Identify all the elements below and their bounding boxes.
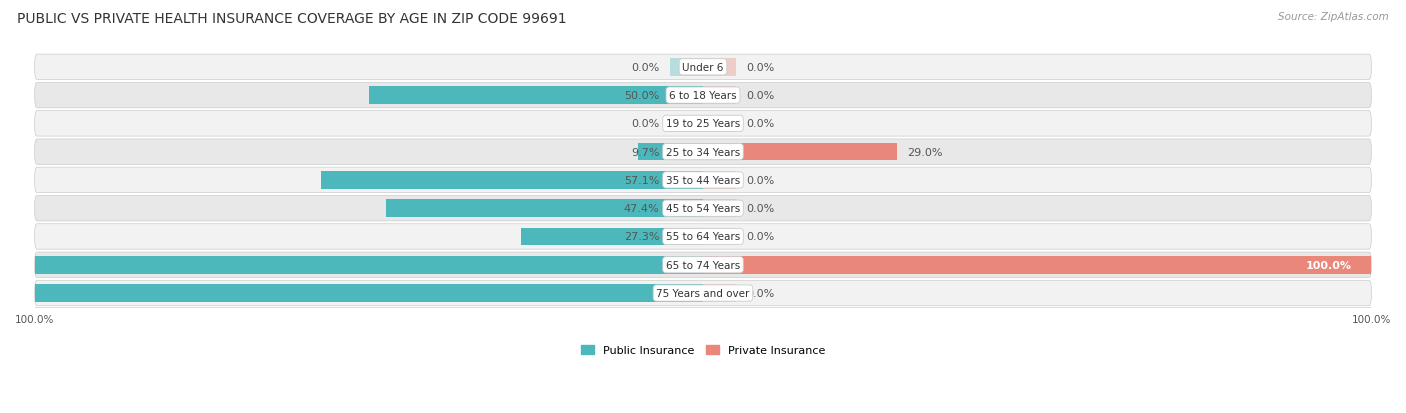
Bar <box>35 256 703 274</box>
Text: 0.0%: 0.0% <box>747 176 775 185</box>
FancyBboxPatch shape <box>35 140 1371 165</box>
Text: 0.0%: 0.0% <box>747 91 775 101</box>
Text: 100.0%: 100.0% <box>1305 260 1351 270</box>
Text: 19 to 25 Years: 19 to 25 Years <box>666 119 740 129</box>
Text: 50.0%: 50.0% <box>624 91 659 101</box>
Bar <box>703 285 737 302</box>
Text: 0.0%: 0.0% <box>747 119 775 129</box>
Text: PUBLIC VS PRIVATE HEALTH INSURANCE COVERAGE BY AGE IN ZIP CODE 99691: PUBLIC VS PRIVATE HEALTH INSURANCE COVER… <box>17 12 567 26</box>
Text: 0.0%: 0.0% <box>631 119 659 129</box>
Bar <box>703 59 737 76</box>
Bar <box>703 172 737 189</box>
Text: 100.0%: 100.0% <box>683 288 728 298</box>
Text: 75 Years and over: 75 Years and over <box>657 288 749 298</box>
FancyBboxPatch shape <box>35 55 1371 81</box>
Text: 0.0%: 0.0% <box>747 63 775 73</box>
Bar <box>703 228 737 246</box>
Bar <box>703 115 737 133</box>
Bar <box>703 200 737 217</box>
FancyBboxPatch shape <box>35 168 1371 193</box>
Bar <box>669 59 703 76</box>
Bar <box>520 228 703 246</box>
Text: 55 to 64 Years: 55 to 64 Years <box>666 232 740 242</box>
Bar <box>703 256 1371 274</box>
Legend: Public Insurance, Private Insurance: Public Insurance, Private Insurance <box>576 341 830 360</box>
Bar <box>703 144 897 161</box>
Text: 35 to 44 Years: 35 to 44 Years <box>666 176 740 185</box>
Text: 27.3%: 27.3% <box>624 232 659 242</box>
Bar <box>703 87 737 104</box>
Text: Under 6: Under 6 <box>682 63 724 73</box>
Text: Source: ZipAtlas.com: Source: ZipAtlas.com <box>1278 12 1389 22</box>
Text: 45 to 54 Years: 45 to 54 Years <box>666 204 740 214</box>
Bar <box>322 172 703 189</box>
Text: 29.0%: 29.0% <box>907 147 942 157</box>
Text: 57.1%: 57.1% <box>624 176 659 185</box>
Text: 100.0%: 100.0% <box>683 260 728 270</box>
Text: 0.0%: 0.0% <box>631 63 659 73</box>
Bar <box>368 87 703 104</box>
FancyBboxPatch shape <box>35 83 1371 109</box>
Bar <box>638 144 703 161</box>
FancyBboxPatch shape <box>35 196 1371 221</box>
Text: 0.0%: 0.0% <box>747 204 775 214</box>
Bar <box>669 115 703 133</box>
FancyBboxPatch shape <box>35 280 1371 306</box>
Text: 0.0%: 0.0% <box>747 288 775 298</box>
Text: 9.7%: 9.7% <box>631 147 659 157</box>
Text: 65 to 74 Years: 65 to 74 Years <box>666 260 740 270</box>
Text: 47.4%: 47.4% <box>624 204 659 214</box>
Text: 25 to 34 Years: 25 to 34 Years <box>666 147 740 157</box>
FancyBboxPatch shape <box>35 112 1371 137</box>
Text: 0.0%: 0.0% <box>747 232 775 242</box>
Bar <box>35 285 703 302</box>
Bar <box>387 200 703 217</box>
Text: 6 to 18 Years: 6 to 18 Years <box>669 91 737 101</box>
FancyBboxPatch shape <box>35 252 1371 278</box>
FancyBboxPatch shape <box>35 224 1371 249</box>
